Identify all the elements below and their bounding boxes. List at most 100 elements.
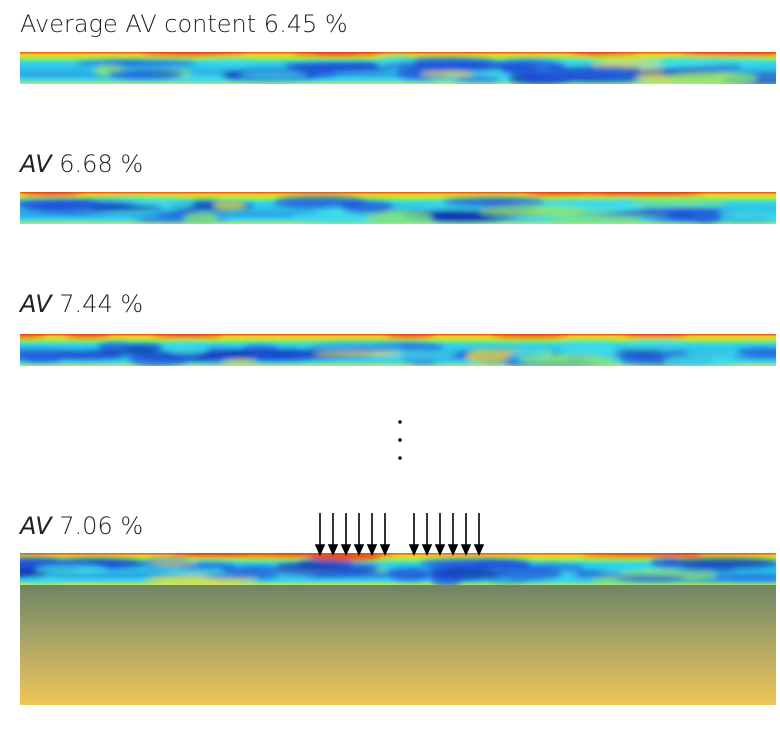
panel-label: AV 7.44 % <box>20 290 143 318</box>
texture-blob <box>624 334 687 337</box>
texture-blob <box>34 564 108 575</box>
texture-blob <box>311 570 399 576</box>
texture-blob <box>548 66 644 80</box>
label-text: 7.44 % <box>59 290 144 318</box>
texture-blob <box>166 343 209 355</box>
texture-blob <box>691 209 723 224</box>
arrow-head <box>434 544 446 556</box>
texture-blob <box>492 334 570 337</box>
texture-blob <box>275 562 351 569</box>
texture-blob <box>202 59 255 65</box>
arrow-head <box>340 544 352 556</box>
label-italic: AV <box>20 512 52 540</box>
texture-blob <box>340 200 394 214</box>
texture-blob <box>381 62 478 70</box>
label-text: 7.06 % <box>59 512 144 540</box>
arrow-head <box>314 544 326 556</box>
label-text: 6.68 % <box>59 150 144 178</box>
strip-texture <box>76 52 776 84</box>
texture-blob <box>148 560 199 566</box>
asphalt-base <box>20 585 776 705</box>
texture-blob <box>519 354 610 366</box>
strip-texture <box>20 553 776 585</box>
arrow-head <box>366 544 378 556</box>
arrow-head <box>460 544 472 556</box>
texture-blob <box>465 350 510 364</box>
arrow-head <box>473 544 485 556</box>
texture-blob <box>666 71 758 84</box>
texture-blob <box>614 349 664 355</box>
texture-blob <box>478 204 587 218</box>
texture-blob <box>182 553 263 556</box>
texture-blob <box>296 344 402 349</box>
texture-blob <box>65 334 110 337</box>
texture-blob <box>495 567 563 581</box>
texture-blob <box>153 334 222 337</box>
arrow-head <box>447 544 459 556</box>
texture-blob <box>626 340 685 351</box>
texture-blob <box>220 565 279 574</box>
texture-blob <box>558 341 615 350</box>
heatmap-strip <box>20 192 776 224</box>
strip-texture <box>20 334 776 366</box>
texture-blob <box>24 577 63 583</box>
texture-blob <box>213 201 246 210</box>
texture-blob <box>453 76 502 82</box>
load-arrows <box>314 513 485 556</box>
arrow-head <box>327 544 339 556</box>
arrow-head <box>353 544 365 556</box>
heatmap-strips <box>20 52 776 585</box>
texture-blob <box>627 199 727 207</box>
texture-blob <box>129 352 190 366</box>
texture-blob <box>223 359 257 365</box>
texture-blob <box>20 334 46 337</box>
texture-blob <box>102 61 143 66</box>
texture-blob <box>239 72 308 79</box>
texture-blob <box>712 576 776 582</box>
texture-blob <box>313 351 404 357</box>
texture-blob <box>364 210 433 224</box>
texture-blob <box>568 192 675 195</box>
texture-blob <box>569 52 642 55</box>
texture-blob <box>660 553 705 556</box>
texture-blob <box>97 342 133 352</box>
texture-blob <box>679 52 761 55</box>
arrow-head <box>379 544 391 556</box>
texture-blob <box>22 192 82 195</box>
heatmap-strip <box>20 553 776 585</box>
arrow-head <box>421 544 433 556</box>
texture-blob <box>241 345 279 354</box>
panel-label: AV 6.68 % <box>20 150 143 178</box>
texture-blob <box>204 574 285 579</box>
label-italic: AV <box>20 150 52 178</box>
texture-blob <box>673 567 738 572</box>
heatmap-strip <box>20 334 776 366</box>
texture-blob <box>494 59 566 74</box>
texture-blob <box>663 557 776 569</box>
texture-blob <box>661 59 773 66</box>
texture-blob <box>735 347 776 358</box>
panel-label: AV 7.06 % <box>20 512 143 540</box>
texture-blob <box>21 355 62 363</box>
texture-blob <box>486 202 522 207</box>
texture-blob <box>90 204 164 211</box>
texture-blob <box>548 216 642 223</box>
arrow-head <box>408 544 420 556</box>
texture-blob <box>419 558 531 569</box>
texture-blob <box>616 574 687 583</box>
texture-blob <box>312 52 358 55</box>
panel-label: Average AV content 6.45 % <box>20 10 348 38</box>
texture-blob <box>662 354 735 366</box>
heatmap-strip <box>20 52 776 84</box>
texture-blob <box>430 573 463 585</box>
texture-blob <box>420 71 475 78</box>
label-italic: AV <box>20 290 52 318</box>
texture-blob <box>389 567 431 581</box>
texture-blob <box>246 352 314 361</box>
texture-blob <box>310 553 380 561</box>
strip-texture <box>20 192 776 224</box>
label-text: Average AV content 6.45 % <box>20 10 348 38</box>
ellipsis-dots <box>398 420 402 460</box>
